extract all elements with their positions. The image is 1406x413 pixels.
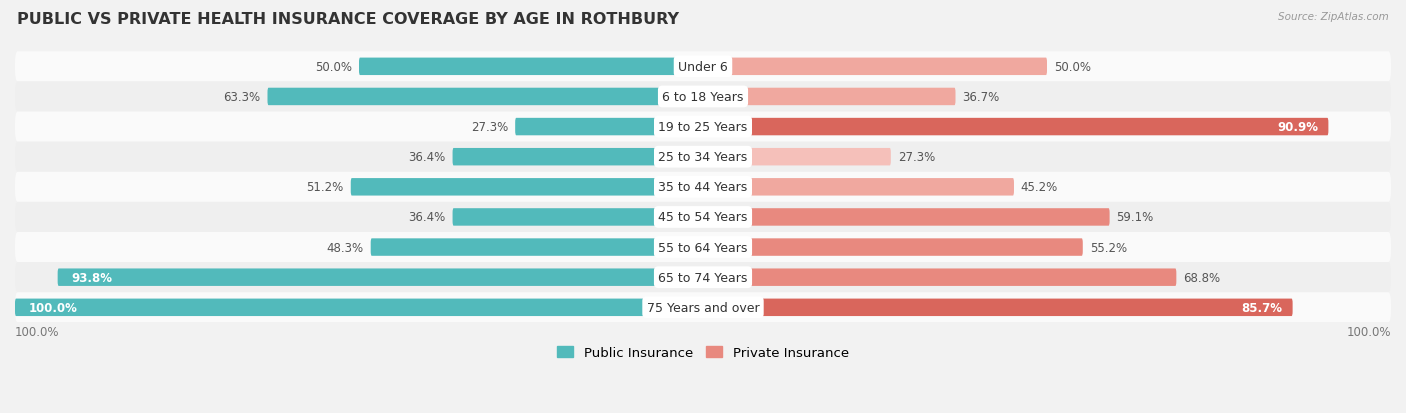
FancyBboxPatch shape — [350, 179, 703, 196]
Text: 68.8%: 68.8% — [1184, 271, 1220, 284]
FancyBboxPatch shape — [15, 82, 1391, 112]
FancyBboxPatch shape — [515, 119, 703, 136]
FancyBboxPatch shape — [703, 119, 1329, 136]
FancyBboxPatch shape — [703, 149, 891, 166]
Text: 93.8%: 93.8% — [72, 271, 112, 284]
Text: 65 to 74 Years: 65 to 74 Years — [658, 271, 748, 284]
Text: Source: ZipAtlas.com: Source: ZipAtlas.com — [1278, 12, 1389, 22]
FancyBboxPatch shape — [703, 179, 1014, 196]
Text: 45 to 54 Years: 45 to 54 Years — [658, 211, 748, 224]
Text: 50.0%: 50.0% — [315, 61, 352, 74]
FancyBboxPatch shape — [15, 292, 1391, 323]
Text: Under 6: Under 6 — [678, 61, 728, 74]
FancyBboxPatch shape — [703, 239, 1083, 256]
Text: 36.4%: 36.4% — [408, 151, 446, 164]
FancyBboxPatch shape — [267, 88, 703, 106]
FancyBboxPatch shape — [15, 112, 1391, 142]
Text: 35 to 44 Years: 35 to 44 Years — [658, 181, 748, 194]
FancyBboxPatch shape — [15, 52, 1391, 82]
Text: 55.2%: 55.2% — [1090, 241, 1126, 254]
Text: PUBLIC VS PRIVATE HEALTH INSURANCE COVERAGE BY AGE IN ROTHBURY: PUBLIC VS PRIVATE HEALTH INSURANCE COVER… — [17, 12, 679, 27]
FancyBboxPatch shape — [15, 172, 1391, 202]
FancyBboxPatch shape — [453, 209, 703, 226]
Text: 27.3%: 27.3% — [471, 121, 509, 134]
Text: 55 to 64 Years: 55 to 64 Years — [658, 241, 748, 254]
Text: 100.0%: 100.0% — [28, 301, 77, 314]
FancyBboxPatch shape — [359, 59, 703, 76]
FancyBboxPatch shape — [703, 59, 1047, 76]
Text: 27.3%: 27.3% — [897, 151, 935, 164]
Text: 85.7%: 85.7% — [1241, 301, 1282, 314]
Text: 36.7%: 36.7% — [962, 91, 1000, 104]
Text: 45.2%: 45.2% — [1021, 181, 1059, 194]
FancyBboxPatch shape — [15, 142, 1391, 172]
FancyBboxPatch shape — [15, 233, 1391, 263]
Text: 36.4%: 36.4% — [408, 211, 446, 224]
Legend: Public Insurance, Private Insurance: Public Insurance, Private Insurance — [553, 341, 853, 365]
FancyBboxPatch shape — [15, 299, 703, 316]
FancyBboxPatch shape — [15, 263, 1391, 292]
Text: 19 to 25 Years: 19 to 25 Years — [658, 121, 748, 134]
FancyBboxPatch shape — [371, 239, 703, 256]
Text: 48.3%: 48.3% — [326, 241, 364, 254]
Text: 63.3%: 63.3% — [224, 91, 260, 104]
Text: 100.0%: 100.0% — [1347, 325, 1391, 338]
FancyBboxPatch shape — [703, 88, 956, 106]
FancyBboxPatch shape — [453, 149, 703, 166]
Text: 59.1%: 59.1% — [1116, 211, 1154, 224]
Text: 100.0%: 100.0% — [15, 325, 59, 338]
Text: 90.9%: 90.9% — [1277, 121, 1317, 134]
FancyBboxPatch shape — [703, 299, 1292, 316]
Text: 25 to 34 Years: 25 to 34 Years — [658, 151, 748, 164]
Text: 50.0%: 50.0% — [1054, 61, 1091, 74]
Text: 51.2%: 51.2% — [307, 181, 344, 194]
FancyBboxPatch shape — [703, 269, 1177, 286]
FancyBboxPatch shape — [703, 209, 1109, 226]
Text: 75 Years and over: 75 Years and over — [647, 301, 759, 314]
Text: 6 to 18 Years: 6 to 18 Years — [662, 91, 744, 104]
FancyBboxPatch shape — [15, 202, 1391, 233]
FancyBboxPatch shape — [58, 269, 703, 286]
